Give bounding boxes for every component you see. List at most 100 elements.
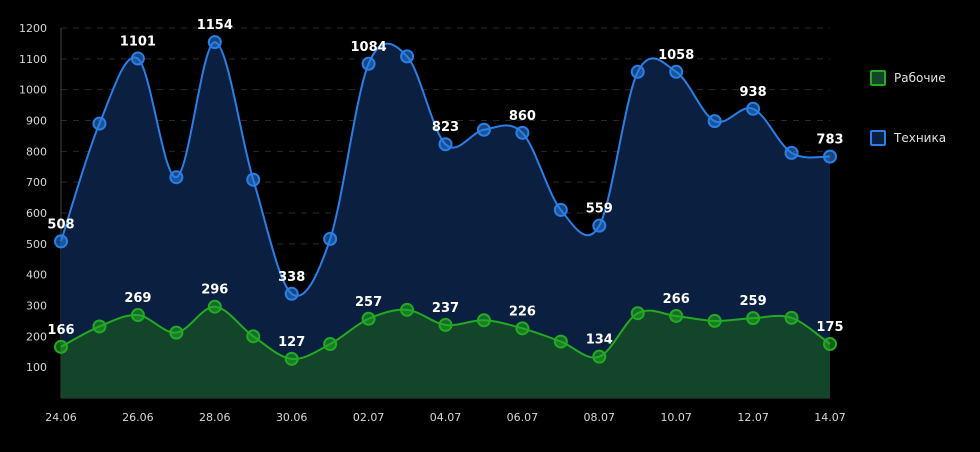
point-equipment <box>784 145 799 160</box>
y-tick-label: 300 <box>26 300 47 313</box>
legend-label-workers: Рабочие <box>894 71 946 85</box>
x-tick-label: 08.07 <box>584 411 616 424</box>
y-tick-label: 800 <box>26 145 47 158</box>
point-equipment <box>169 170 184 185</box>
point-equipment <box>207 35 222 50</box>
point-equipment <box>361 56 376 71</box>
point-workers <box>823 337 837 352</box>
point-workers <box>361 311 376 326</box>
data-label-equipment: 823 <box>432 120 459 135</box>
x-tick-label: 10.07 <box>660 411 692 424</box>
legend-swatch-equipment <box>870 130 886 146</box>
data-label-workers: 226 <box>509 304 536 319</box>
data-label-workers: 134 <box>586 333 613 348</box>
legend-item-workers[interactable]: Рабочие <box>870 66 980 90</box>
data-label-workers: 266 <box>663 292 690 307</box>
area-workers <box>61 306 830 398</box>
point-workers <box>207 299 222 314</box>
series-layer <box>54 35 837 398</box>
data-label-equipment: 860 <box>509 109 536 124</box>
x-tick-label: 12.07 <box>737 411 769 424</box>
y-tick-label: 100 <box>26 361 47 374</box>
point-equipment <box>746 101 761 116</box>
point-workers <box>669 308 684 323</box>
data-label-equipment: 1084 <box>351 40 387 55</box>
data-label-equipment: 1058 <box>658 48 694 63</box>
point-equipment <box>592 218 607 233</box>
y-tick-label: 700 <box>26 176 47 189</box>
data-label-equipment: 1101 <box>120 35 156 50</box>
point-equipment <box>553 202 568 217</box>
y-tick-label: 1200 <box>19 22 47 35</box>
point-equipment <box>669 64 684 79</box>
legend-label-equipment: Техника <box>894 131 947 145</box>
data-label-equipment: 559 <box>586 202 613 217</box>
y-tick-label: 200 <box>26 330 47 343</box>
point-workers <box>515 321 530 336</box>
data-label-equipment: 783 <box>816 133 843 148</box>
point-workers <box>92 319 107 334</box>
point-workers <box>438 317 453 332</box>
point-workers <box>169 325 184 340</box>
point-equipment <box>284 286 299 301</box>
point-equipment <box>515 125 530 140</box>
x-axis: 24.06 26.06 28.06 30.06 02.07 04.07 06.07 08.07… <box>45 397 846 424</box>
x-tick-label: 02.07 <box>353 411 385 424</box>
legend: Рабочие Техника <box>870 66 980 186</box>
legend-swatch-workers <box>870 70 886 86</box>
point-equipment <box>246 172 261 187</box>
legend-item-equipment[interactable]: Техника <box>870 126 980 150</box>
point-workers <box>246 329 261 344</box>
point-workers <box>553 334 568 349</box>
point-equipment <box>476 122 491 137</box>
x-tick-label: 26.06 <box>122 411 154 424</box>
data-label-workers: 175 <box>816 320 843 335</box>
data-label-workers: 259 <box>740 294 767 309</box>
point-equipment <box>630 64 645 79</box>
data-label-workers: 237 <box>432 301 459 316</box>
point-equipment <box>323 231 338 246</box>
x-tick-label: 28.06 <box>199 411 231 424</box>
x-tick-label: 06.07 <box>507 411 539 424</box>
data-label-workers: 257 <box>355 295 382 310</box>
point-workers <box>284 351 299 366</box>
x-tick-label: 04.07 <box>430 411 462 424</box>
x-tick-label: 24.06 <box>45 411 77 424</box>
x-tick-label: 14.07 <box>814 411 846 424</box>
point-workers <box>746 311 761 326</box>
point-workers <box>54 339 68 354</box>
point-equipment <box>400 49 415 64</box>
point-workers <box>707 313 722 328</box>
y-axis: 100 200 300 400 500 600 700 800 900 1000 1100 1200 <box>19 22 62 398</box>
data-label-equipment: 508 <box>47 217 74 232</box>
x-tick-label: 30.06 <box>276 411 308 424</box>
point-workers <box>784 310 799 325</box>
point-workers <box>476 313 491 328</box>
y-tick-label: 500 <box>26 238 47 251</box>
point-equipment <box>130 51 145 66</box>
data-label-workers: 296 <box>201 283 228 298</box>
point-workers <box>400 302 415 317</box>
point-workers <box>323 337 338 352</box>
y-tick-label: 600 <box>26 207 47 220</box>
data-labels: 508 1101 1154 338 1084 823 860 559 1058 938 783 166… <box>47 18 843 350</box>
data-label-equipment: 938 <box>740 85 767 100</box>
point-workers <box>130 308 145 323</box>
point-equipment <box>438 137 453 152</box>
y-tick-label: 1100 <box>19 53 47 66</box>
data-label-workers: 166 <box>47 323 74 338</box>
data-label-equipment: 1154 <box>197 18 233 33</box>
point-workers <box>592 349 607 364</box>
point-equipment <box>54 234 68 249</box>
data-label-equipment: 338 <box>278 270 305 285</box>
y-tick-label: 1000 <box>19 84 47 97</box>
point-equipment <box>823 149 837 164</box>
point-workers <box>630 306 645 321</box>
data-label-workers: 127 <box>278 335 305 350</box>
y-tick-label: 400 <box>26 269 47 282</box>
data-label-workers: 269 <box>124 291 151 306</box>
point-equipment <box>707 114 722 129</box>
y-tick-label: 900 <box>26 115 47 128</box>
